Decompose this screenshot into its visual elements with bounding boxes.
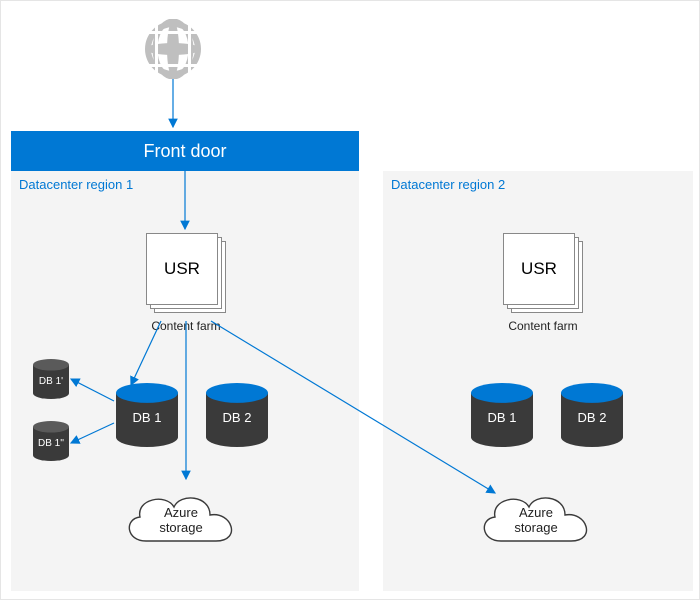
cloud-1: Azure storage bbox=[116, 479, 246, 559]
usr-stack-2: USR Content farm bbox=[503, 233, 585, 315]
usr-stack-1: USR Content farm bbox=[146, 233, 228, 315]
cylinder-label-db1p: DB 1' bbox=[33, 376, 69, 387]
cylinder-db1pp: DB 1'' bbox=[33, 421, 69, 461]
cylinder-label-db1pp: DB 1'' bbox=[33, 438, 69, 449]
region-1-label: Datacenter region 1 bbox=[19, 177, 133, 192]
usr-2-label: USR bbox=[521, 259, 557, 279]
cylinder-db1r2: DB 1 bbox=[471, 383, 533, 447]
cloud-2: Azure storage bbox=[471, 479, 601, 559]
usr-1-label: USR bbox=[164, 259, 200, 279]
cylinder-db1: DB 1 bbox=[116, 383, 178, 447]
cylinder-label-db2r2: DB 2 bbox=[561, 410, 623, 425]
region-2-label: Datacenter region 2 bbox=[391, 177, 505, 192]
cloud-1-label: Azure storage bbox=[116, 505, 246, 535]
front-door: Front door bbox=[11, 131, 359, 171]
cylinder-label-db1r2: DB 1 bbox=[471, 410, 533, 425]
usr-2-caption: Content farm bbox=[493, 319, 593, 333]
cylinder-db2: DB 2 bbox=[206, 383, 268, 447]
front-door-label: Front door bbox=[143, 141, 226, 162]
cylinder-label-db2: DB 2 bbox=[206, 410, 268, 425]
diagram-canvas: Datacenter region 1 Datacenter region 2 … bbox=[0, 0, 700, 600]
usr-1-caption: Content farm bbox=[136, 319, 236, 333]
globe-icon bbox=[143, 19, 203, 84]
cylinder-db2r2: DB 2 bbox=[561, 383, 623, 447]
cylinder-db1p: DB 1' bbox=[33, 359, 69, 399]
cylinder-label-db1: DB 1 bbox=[116, 410, 178, 425]
cloud-2-label: Azure storage bbox=[471, 505, 601, 535]
